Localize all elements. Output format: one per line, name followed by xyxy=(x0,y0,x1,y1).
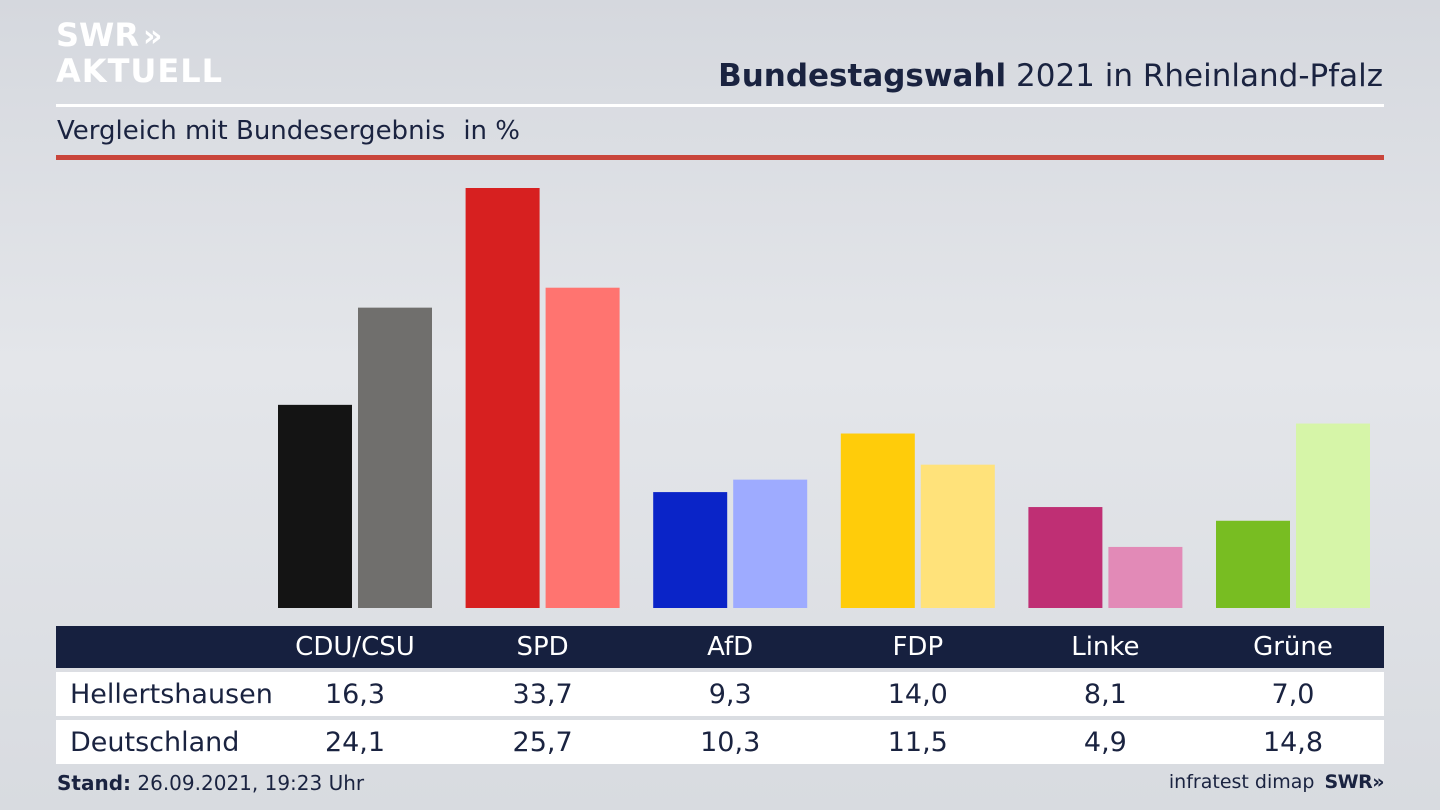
value-cell: 16,3 xyxy=(324,678,386,710)
bar-fdp-deutschland xyxy=(920,464,995,608)
logo-aktuell-text: AKTUELL xyxy=(56,52,224,90)
bar-fdp-hellertshausen xyxy=(840,433,915,608)
bar-gr-ne-hellertshausen xyxy=(1216,520,1290,608)
bar-gr-ne-deutschland xyxy=(1296,423,1370,608)
column-header: SPD xyxy=(516,632,569,662)
title-divider xyxy=(56,104,1384,107)
bar-cdu-csu-deutschland xyxy=(358,307,432,608)
value-cell: 7,0 xyxy=(1271,678,1315,710)
row-label: Deutschland xyxy=(70,726,240,758)
bar-linke-deutschland xyxy=(1108,546,1183,608)
value-cell: 14,0 xyxy=(887,678,948,710)
source-text: infratest dimap xyxy=(1168,771,1315,793)
value-cell: 9,3 xyxy=(708,678,752,710)
value-cell: 11,5 xyxy=(887,726,948,758)
row-label: Hellertshausen xyxy=(70,678,273,710)
page-title: Bundestagswahl 2021 in Rheinland-Pfalz xyxy=(718,58,1383,94)
bar-afd-hellertshausen xyxy=(653,492,728,608)
subtitle-divider xyxy=(56,155,1384,160)
swr-aktuell-logo: SWR» AKTUELL xyxy=(56,18,223,88)
chart-subtitle: Vergleich mit Bundesergebnis in % xyxy=(57,116,520,146)
bar-afd-deutschland xyxy=(733,479,808,608)
unit-label: in % xyxy=(463,116,520,146)
table-row: Deutschland 24,1 25,7 10,3 11,5 4,9 14,8 xyxy=(56,720,1384,764)
logo-swr-text: SWR xyxy=(56,16,139,54)
subtitle-text: Vergleich mit Bundesergebnis xyxy=(57,116,446,146)
bar-linke-hellertshausen xyxy=(1028,507,1103,608)
swr-footer-logo: SWR» xyxy=(1324,771,1384,793)
column-header: AfD xyxy=(707,632,754,662)
title-rest: 2021 in Rheinland-Pfalz xyxy=(1016,58,1383,94)
bar-spd-deutschland xyxy=(545,287,620,608)
value-cell: 33,7 xyxy=(512,678,573,710)
column-header: FDP xyxy=(892,632,944,662)
value-cell: 10,3 xyxy=(700,726,761,758)
table-row: Hellertshausen 16,3 33,7 9,3 14,0 8,1 7,0 xyxy=(56,672,1384,716)
value-cell: 14,8 xyxy=(1262,726,1324,758)
results-table: CDU/CSU SPD AfD FDP Linke Grüne Hellertshause… xyxy=(56,626,1384,764)
stand-value: 26.09.2021, 19:23 Uhr xyxy=(137,771,365,795)
value-cell: 24,1 xyxy=(324,726,386,758)
table-header: CDU/CSU SPD AfD FDP Linke Grüne xyxy=(56,626,1384,668)
column-header: Linke xyxy=(1071,632,1140,662)
bar-spd-hellertshausen xyxy=(465,188,540,608)
value-cell: 4,9 xyxy=(1083,726,1127,758)
source-credit: infratest dimap SWR» xyxy=(1168,771,1385,793)
value-cell: 8,1 xyxy=(1083,678,1127,710)
bar-chart xyxy=(278,188,1370,608)
bar-cdu-csu-hellertshausen xyxy=(278,404,352,608)
timestamp: Stand: 26.09.2021, 19:23 Uhr xyxy=(57,771,364,795)
value-cell: 25,7 xyxy=(512,726,573,758)
column-header: Grüne xyxy=(1253,632,1333,662)
title-bold: Bundestagswahl xyxy=(718,58,1007,94)
stand-label: Stand: xyxy=(57,771,132,795)
column-header: CDU/CSU xyxy=(295,632,415,662)
